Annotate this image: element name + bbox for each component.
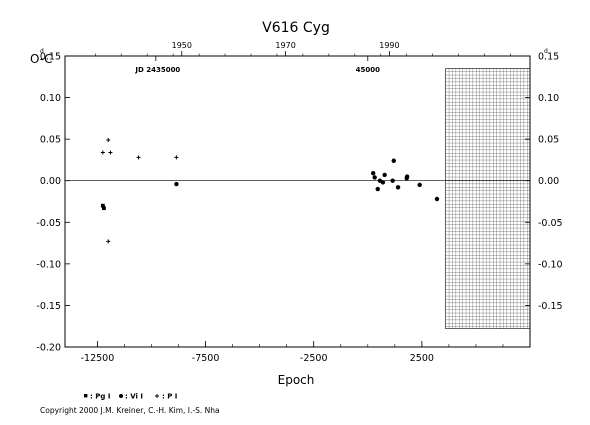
x-tick-label: 2500 [410, 353, 434, 364]
point-vi [434, 196, 440, 202]
y-unit-left: d [40, 48, 44, 55]
jd-tick-label: 45000 [356, 66, 380, 74]
y-tick-label-right: 0.10 [538, 93, 559, 104]
x-tick-label: -7500 [192, 353, 220, 364]
axis-ticks: -0.20 -0.15 -0.10 -0.05 0.00 0.05 0.10 0.15 -0.1… [36, 41, 562, 364]
point-vi [391, 158, 396, 163]
jd-tick-label: JD 2435000 [134, 66, 180, 74]
y-tick-label-right: -0.15 [538, 301, 563, 312]
year-tick-label: 1970 [275, 41, 295, 50]
y-tick-label-left: -0.05 [36, 218, 61, 229]
point-vi [174, 181, 179, 187]
y-tick-label-left: -0.15 [36, 301, 61, 312]
legend: : Pg I : Vi I : P I [84, 393, 177, 401]
point-vi [372, 175, 377, 180]
data-points [100, 137, 440, 244]
legend-label-p: : P I [162, 393, 177, 401]
y-tick-label-right: -0.05 [538, 218, 563, 229]
x-tick-label: -12500 [81, 353, 115, 364]
y-axis-label: O-C [30, 52, 53, 66]
point-vi [375, 186, 380, 192]
x-tick-label: -2500 [300, 353, 328, 364]
point-vi [382, 172, 387, 178]
point-pg [102, 206, 106, 211]
year-tick-label: 1990 [379, 41, 399, 50]
y-tick-label-left: 0.00 [40, 176, 61, 187]
y-tick-label-right: 0.00 [538, 176, 559, 187]
point-p [106, 239, 111, 244]
point-p [108, 150, 113, 155]
legend-marker-vi [119, 394, 123, 398]
y-tick-label-left: 0.10 [40, 93, 61, 104]
point-p [136, 155, 141, 160]
x-axis-label: Epoch [278, 373, 315, 387]
point-vi [390, 178, 395, 183]
y-tick-label-left: -0.10 [36, 259, 61, 270]
point-pg [100, 203, 105, 208]
y-tick-label-left: 0.15 [40, 52, 61, 63]
point-vi [370, 171, 376, 176]
point-p [174, 155, 179, 160]
plot-frame [64, 55, 531, 348]
y-tick-label-right: -0.10 [538, 259, 563, 270]
legend-label-vi: : Vi I [125, 393, 143, 401]
point-vi [380, 180, 386, 185]
legend-marker-p [155, 394, 159, 398]
legend-marker-pg [84, 394, 88, 398]
point-p [106, 137, 111, 142]
point-vi [404, 174, 410, 179]
copyright-note: Copyright 2000 J.M. Kreiner, C.-H. Kim, … [40, 406, 220, 415]
y-tick-label-right: 0.05 [538, 135, 559, 146]
y-tick-label-left: -0.20 [36, 343, 61, 354]
year-tick-label: 1950 [172, 41, 192, 50]
legend-label-pg: : Pg I [90, 393, 110, 401]
point-p [100, 150, 105, 155]
y-tick-label-right: 0.15 [538, 52, 559, 63]
point-vi [395, 185, 401, 190]
y-unit-right: d [544, 48, 548, 55]
y-tick-label-left: 0.05 [40, 135, 61, 146]
point-vi [417, 182, 422, 188]
hatched-region [445, 68, 531, 330]
chart-title: V616 Cyg [262, 20, 330, 36]
